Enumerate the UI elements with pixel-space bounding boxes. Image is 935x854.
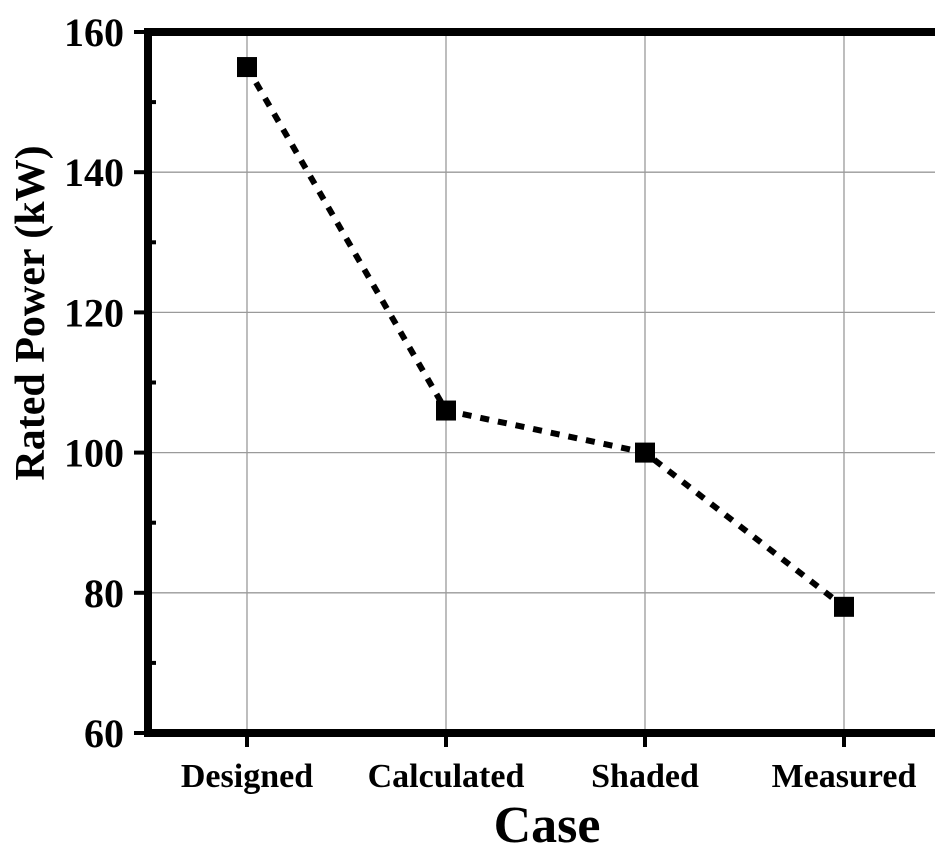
x-tick-label-1: Calculated [368, 758, 525, 795]
data-point-measured [834, 596, 854, 617]
y-tick-label-140: 140 [64, 150, 124, 195]
axes [134, 28, 935, 747]
x-tick-labels: Designed Calculated Shaded Measured [181, 758, 917, 795]
x-tick-label-0: Designed [181, 758, 313, 795]
y-tick-label-60: 60 [84, 711, 124, 756]
series-line-layer [244, 65, 846, 610]
marker-layer [237, 57, 854, 617]
y-axis-title: Rated Power (kW) [8, 145, 54, 480]
x-tick-label-2: Shaded [591, 758, 699, 795]
y-tick-label-100: 100 [64, 431, 124, 476]
data-point-calculated [436, 400, 456, 421]
x-axis-title: Case [494, 797, 601, 849]
x-tick-label-3: Measured [772, 758, 917, 795]
y-tick-label-120: 120 [64, 290, 124, 335]
data-point-designed [237, 57, 257, 78]
y-tick-label-80: 80 [84, 571, 124, 616]
y-tick-labels: 60 80 100 120 140 160 [64, 10, 124, 756]
series-line-0 [244, 65, 846, 610]
grid [148, 32, 935, 733]
data-point-shaded [635, 442, 655, 463]
y-tick-label-160: 160 [64, 10, 124, 55]
